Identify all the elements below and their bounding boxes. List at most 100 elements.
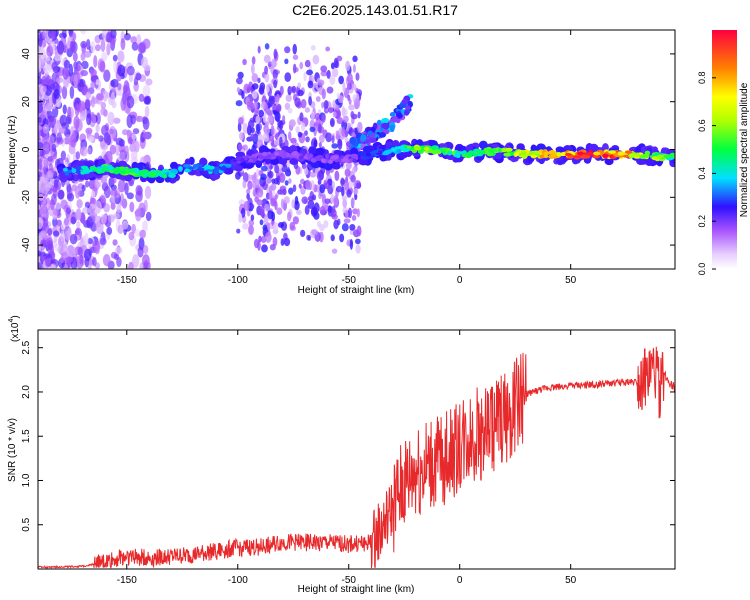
track-core bbox=[327, 159, 334, 164]
noise-speckle bbox=[46, 45, 54, 57]
burst-speckle bbox=[265, 86, 270, 93]
noise-speckle bbox=[67, 250, 74, 258]
noise-speckle bbox=[42, 30, 49, 38]
noise-speckle bbox=[100, 214, 107, 225]
track-core bbox=[350, 153, 359, 159]
burst-speckle bbox=[258, 85, 265, 95]
colorbar bbox=[712, 30, 737, 269]
noise-speckle bbox=[75, 209, 81, 221]
burst-speckle bbox=[238, 199, 245, 206]
track-core bbox=[138, 169, 145, 175]
burst-speckle bbox=[342, 115, 349, 123]
noise-speckle bbox=[41, 186, 49, 195]
noise-speckle bbox=[51, 30, 56, 41]
burst-speckle bbox=[347, 72, 353, 84]
track-core bbox=[423, 146, 430, 151]
burst-speckle bbox=[333, 195, 339, 206]
track-core bbox=[207, 165, 215, 170]
track-core bbox=[624, 150, 633, 154]
burst-speckle bbox=[309, 171, 317, 178]
noise-speckle bbox=[137, 246, 144, 258]
track-core bbox=[593, 151, 601, 156]
noise-speckle bbox=[47, 228, 53, 236]
burst-speckle bbox=[307, 80, 314, 89]
noise-speckle bbox=[75, 64, 81, 72]
track-core bbox=[472, 153, 478, 157]
noise-speckle bbox=[113, 253, 120, 261]
track-core bbox=[192, 163, 200, 168]
noise-speckle bbox=[73, 115, 80, 130]
burst-speckle bbox=[304, 167, 309, 176]
burst-speckle bbox=[341, 223, 349, 232]
burst-speckle bbox=[325, 46, 331, 52]
burst-speckle bbox=[288, 187, 294, 195]
snr-marks bbox=[38, 346, 675, 569]
track-core bbox=[417, 149, 424, 154]
noise-speckle bbox=[39, 205, 47, 218]
noise-speckle bbox=[73, 73, 78, 88]
burst-speckle bbox=[345, 210, 349, 219]
burst-speckle bbox=[301, 196, 309, 204]
noise-speckle bbox=[81, 60, 89, 70]
noise-speckle bbox=[130, 150, 138, 160]
top-x-axis-label: Height of straight line (km) bbox=[298, 285, 415, 296]
burst-speckle bbox=[280, 238, 285, 246]
burst-speckle bbox=[238, 132, 244, 141]
burst-speckle bbox=[268, 190, 273, 201]
noise-speckle bbox=[42, 85, 48, 93]
burst-speckle bbox=[339, 233, 345, 243]
noise-speckle bbox=[94, 181, 102, 188]
track-core bbox=[651, 156, 657, 160]
burst-speckle bbox=[292, 54, 299, 60]
track-halo bbox=[589, 143, 599, 152]
noise-speckle bbox=[142, 132, 148, 139]
burst-speckle bbox=[321, 88, 326, 100]
branch-blob bbox=[353, 141, 359, 147]
track-core bbox=[314, 156, 320, 161]
track-core bbox=[390, 147, 397, 152]
noise-speckle bbox=[87, 147, 92, 155]
branch-blob bbox=[401, 98, 409, 105]
noise-speckle bbox=[124, 182, 129, 196]
noise-speckle bbox=[69, 40, 75, 52]
noise-speckle bbox=[60, 223, 66, 231]
burst-speckle bbox=[251, 90, 258, 100]
noise-speckle bbox=[59, 114, 68, 127]
burst-speckle bbox=[338, 75, 344, 85]
burst-speckle bbox=[306, 69, 314, 76]
burst-speckle bbox=[355, 244, 361, 254]
burst-speckle bbox=[280, 198, 285, 209]
noise-speckle bbox=[135, 115, 144, 123]
track-core bbox=[64, 171, 70, 176]
burst-speckle bbox=[273, 222, 279, 231]
burst-speckle bbox=[248, 224, 254, 236]
track-halo bbox=[350, 147, 359, 156]
noise-speckle bbox=[38, 262, 42, 269]
burst-speckle bbox=[330, 193, 334, 203]
track-core bbox=[67, 166, 72, 171]
track-core bbox=[501, 147, 507, 153]
burst-speckle bbox=[251, 174, 257, 184]
burst-speckle bbox=[319, 184, 325, 194]
track-core bbox=[486, 151, 494, 157]
burst-speckle bbox=[344, 168, 351, 177]
burst-speckle bbox=[279, 85, 284, 96]
noise-speckle bbox=[83, 248, 92, 261]
burst-speckle bbox=[251, 56, 256, 65]
noise-speckle bbox=[44, 258, 52, 268]
track-core bbox=[577, 151, 584, 156]
burst-speckle bbox=[277, 221, 284, 228]
burst-speckle bbox=[283, 196, 290, 204]
burst-speckle bbox=[350, 111, 355, 118]
burst-speckle bbox=[275, 104, 282, 113]
noise-speckle bbox=[80, 30, 87, 35]
noise-speckle bbox=[38, 250, 42, 257]
noise-speckle bbox=[87, 238, 93, 245]
burst-speckle bbox=[305, 136, 310, 143]
top-x-tick-label: -150 bbox=[117, 275, 137, 286]
colorbar-tick-label: 0.6 bbox=[697, 119, 707, 132]
burst-speckle bbox=[300, 229, 306, 238]
burst-speckle bbox=[299, 61, 304, 70]
track-core bbox=[462, 150, 467, 154]
burst-speckle bbox=[242, 144, 248, 151]
